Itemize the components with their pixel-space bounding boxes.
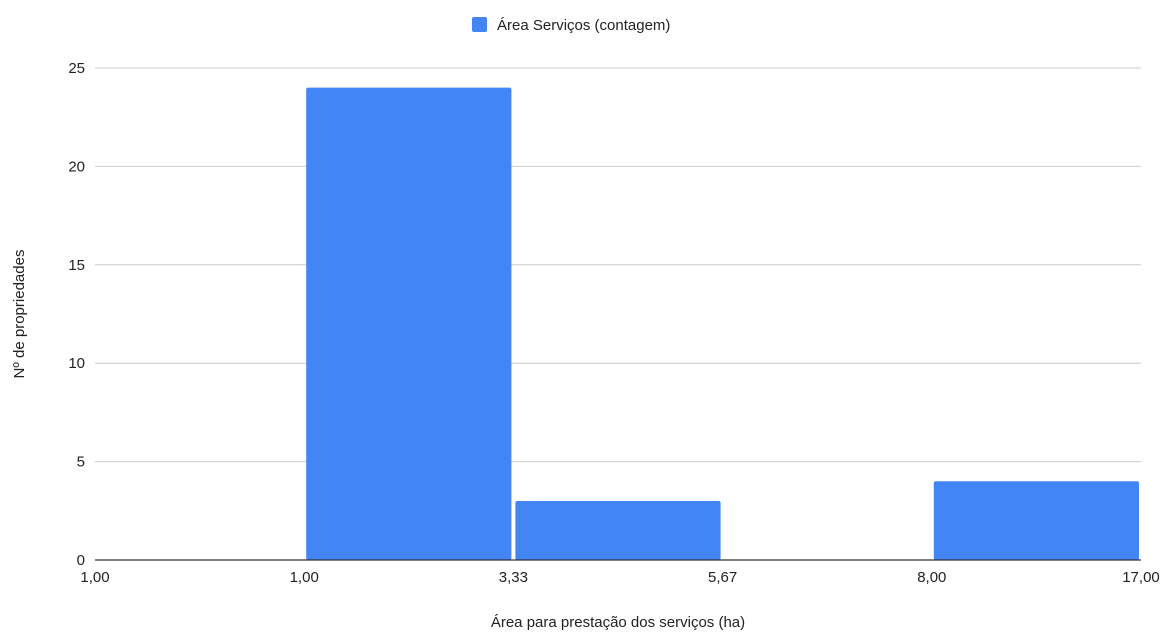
x-tick-label: 1,00 [80,569,109,586]
x-tick-label: 8,00 [917,569,946,586]
histogram-bar [306,87,512,561]
legend: Área Serviços (contagem) [472,17,670,34]
y-tick-label: 15 [68,257,85,274]
gridlines [95,67,1141,463]
y-tick-label: 0 [77,552,85,569]
legend-swatch [472,17,487,32]
x-tick-label: 17,00 [1122,569,1160,586]
x-tick-label: 5,67 [708,569,737,586]
y-tick-label: 25 [68,60,85,77]
x-tick-label: 3,33 [499,569,528,586]
histogram-bar [933,481,1139,560]
x-axis-title: Área para prestação dos serviços (ha) [491,614,745,631]
x-tick-label: 1,00 [290,569,319,586]
bars [306,87,1139,561]
y-axis-title: Nº de propriedades [11,250,28,379]
legend-label: Área Serviços (contagem) [497,17,670,34]
y-tick-label: 20 [68,158,85,175]
axes: 0 5 10 15 20 25 1,00 1,00 3,33 5,67 8,00 17,00 [68,60,1159,586]
y-tick-label: 10 [68,355,85,372]
histogram-bar [515,500,721,560]
y-tick-label: 5 [77,454,85,471]
